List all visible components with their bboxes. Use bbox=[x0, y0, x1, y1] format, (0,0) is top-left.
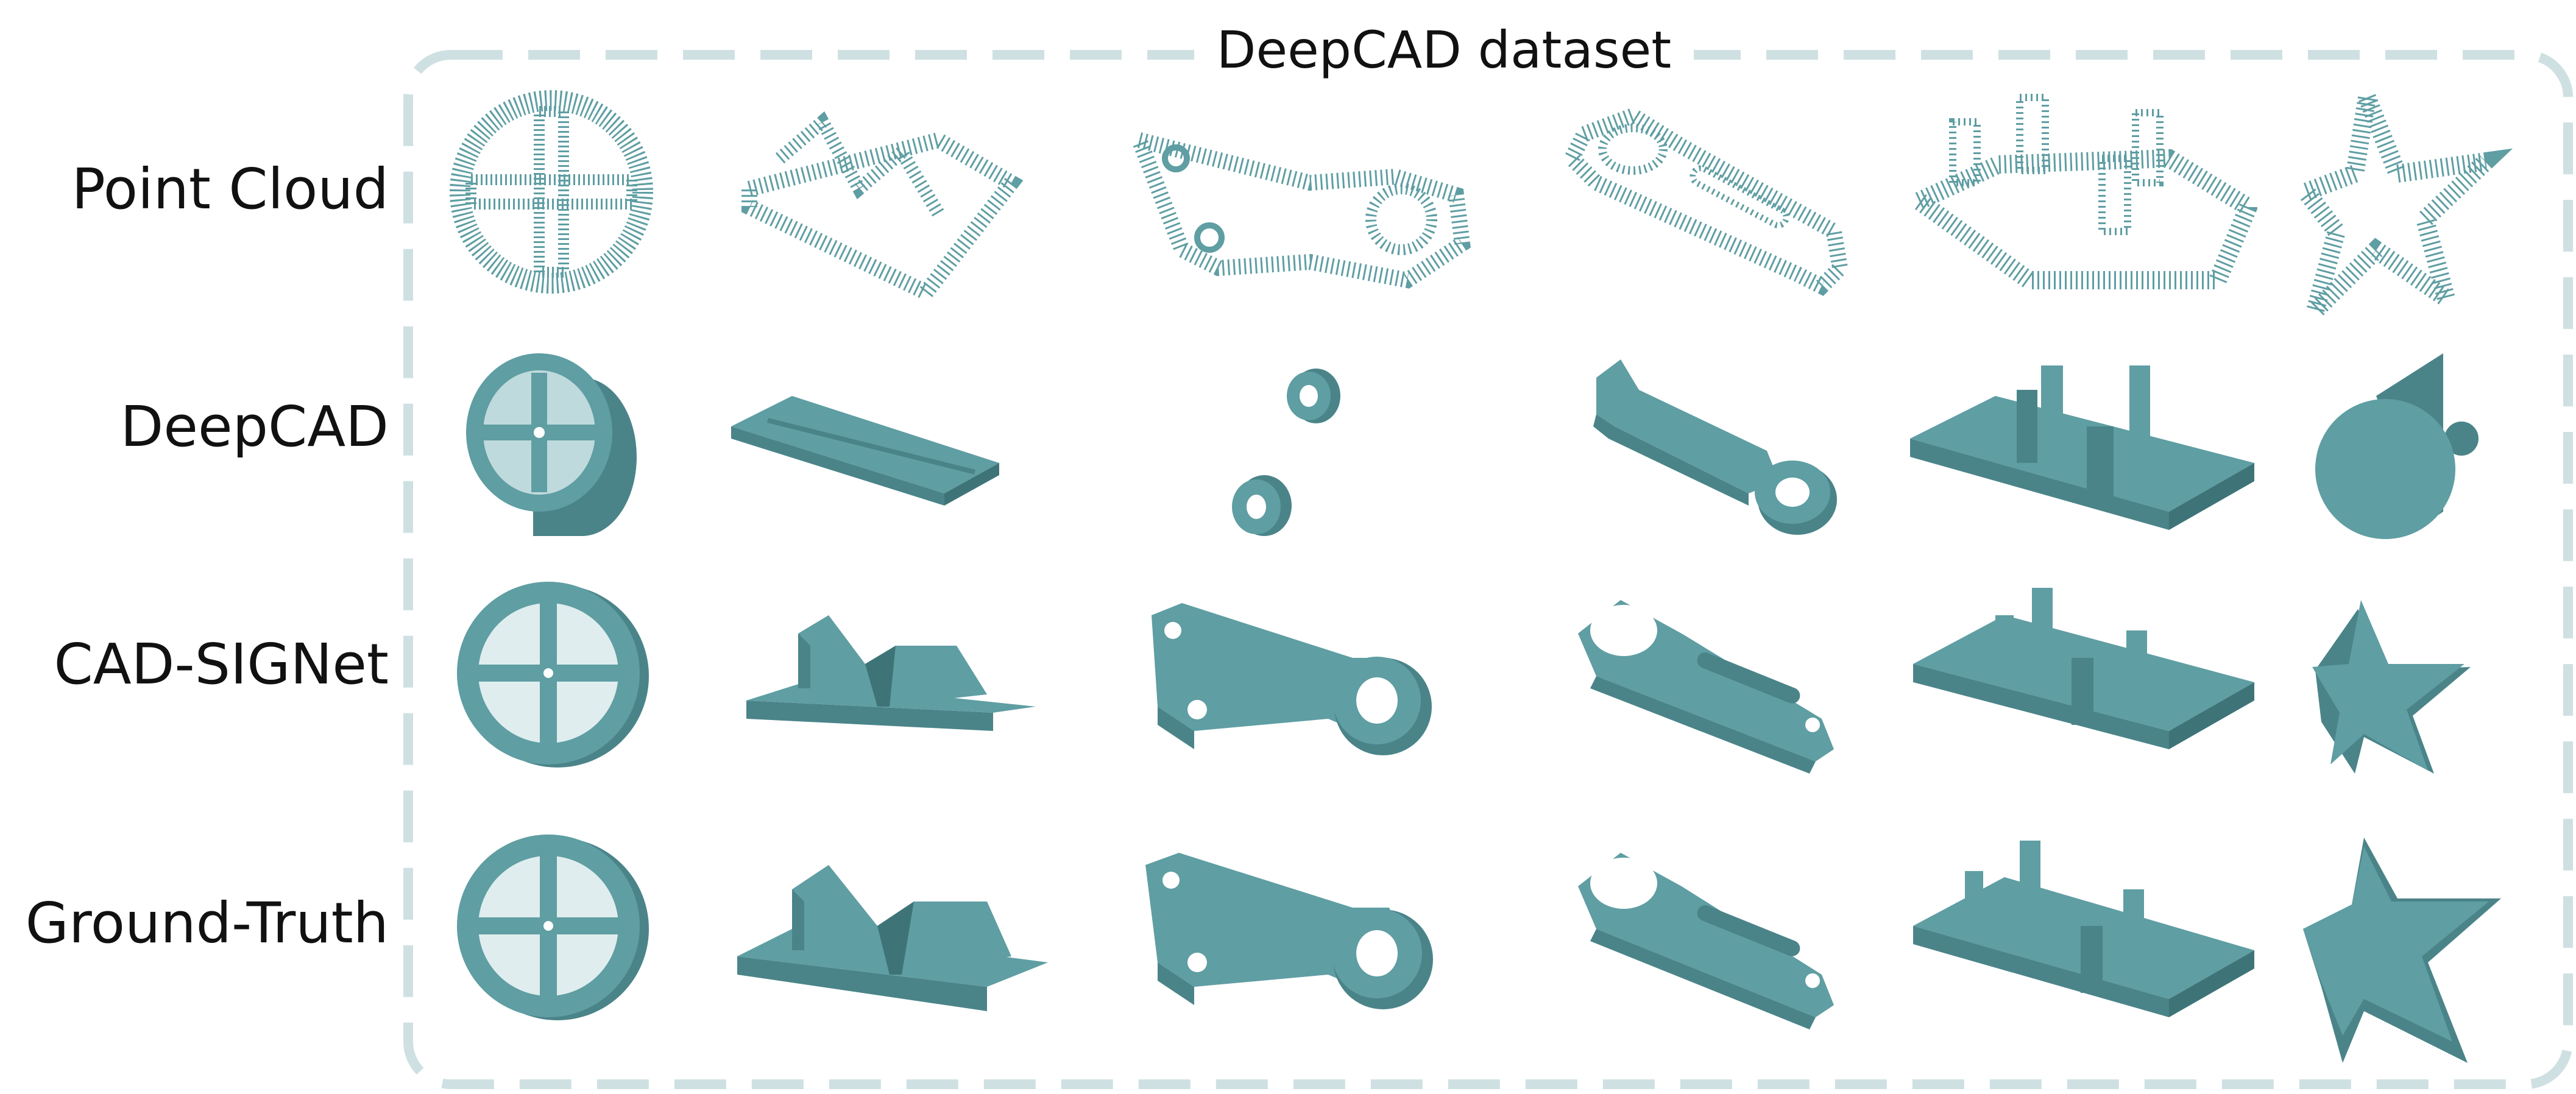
deepcad-wheel bbox=[466, 353, 637, 536]
ground-truth-lever-arm bbox=[1578, 853, 1834, 1029]
ground-truth-star bbox=[2303, 838, 2501, 1063]
row-label-cad-signet: CAD-SIGNet bbox=[54, 632, 389, 697]
cad-signet-plate-with-pins bbox=[1913, 588, 2254, 749]
ground-truth-wheel bbox=[457, 835, 649, 1020]
cad-signet-lever-arm bbox=[1578, 600, 1834, 774]
deepcad-v-block bbox=[731, 396, 999, 506]
cad-signet-wheel bbox=[457, 582, 649, 768]
deepcad-lever-arm bbox=[1593, 359, 1837, 535]
ground-truth-v-block bbox=[737, 865, 1048, 1011]
point-cloud-plate-with-pins bbox=[1901, 94, 2260, 289]
point-cloud-lever-arm bbox=[1562, 107, 1849, 296]
point-cloud-star bbox=[2291, 63, 2513, 342]
ground-truth-bracket bbox=[1145, 853, 1433, 1009]
point-cloud-wheel bbox=[450, 90, 653, 294]
deepcad-plate-with-pins bbox=[1910, 365, 2254, 530]
deepcad-bracket bbox=[1232, 369, 1340, 536]
frame-title: DeepCAD dataset bbox=[1194, 19, 1694, 81]
point-cloud-v-block bbox=[741, 111, 1024, 303]
row-label-deepcad: DeepCAD bbox=[120, 394, 389, 459]
row-label-point-cloud: Point Cloud bbox=[71, 157, 389, 222]
ground-truth-plate-with-pins bbox=[1913, 841, 2254, 1017]
cad-signet-v-block bbox=[746, 615, 1036, 731]
cad-signet-star bbox=[2312, 600, 2471, 774]
dataset-frame bbox=[403, 50, 2573, 1089]
point-cloud-bracket bbox=[1126, 129, 1471, 289]
deepcad-star bbox=[2315, 353, 2479, 539]
row-label-ground-truth: Ground-Truth bbox=[25, 891, 389, 956]
cad-signet-bracket bbox=[1152, 603, 1432, 755]
